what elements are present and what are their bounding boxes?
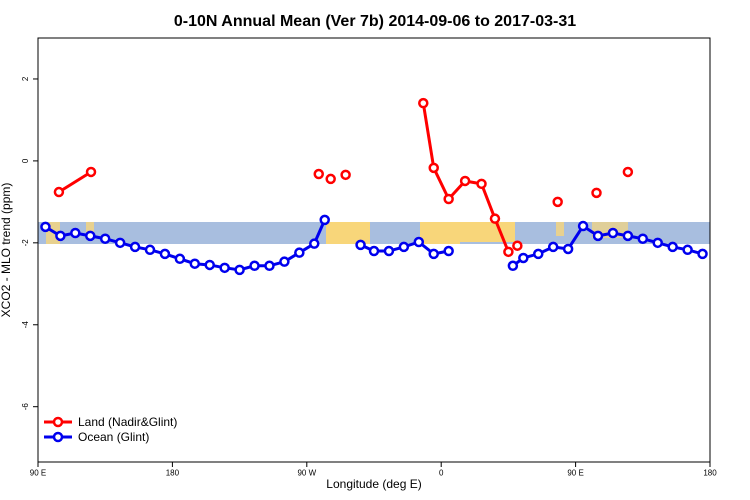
x-tick-label: 0: [439, 469, 444, 478]
chart-title: 0-10N Annual Mean (Ver 7b) 2014-09-06 to…: [174, 13, 576, 30]
y-tick-label: -6: [21, 403, 30, 411]
data-point: [40, 221, 51, 233]
series-line: [58, 170, 92, 194]
data-point: [204, 259, 215, 271]
data-point: [355, 239, 366, 251]
x-tick-label: 180: [703, 469, 717, 478]
legend-label: Ocean (Glint): [78, 430, 149, 444]
y-tick-label: -4: [21, 321, 30, 329]
data-point: [279, 256, 290, 267]
data-point: [682, 244, 693, 256]
legend-marker: [52, 431, 64, 443]
data-point: [383, 245, 395, 257]
land-patch: [326, 222, 370, 244]
land-patch: [556, 222, 564, 236]
data-point: [189, 258, 201, 269]
data-point: [476, 178, 487, 190]
data-point: [219, 262, 230, 274]
data-point: [547, 241, 559, 253]
y-tick-label: 0: [21, 158, 30, 163]
data-point: [249, 260, 260, 272]
data-point: [562, 243, 574, 255]
data-point: [53, 186, 65, 198]
data-point: [592, 230, 604, 242]
data-point: [459, 175, 471, 187]
land-patch: [86, 222, 94, 234]
y-tick-label: 2: [21, 76, 30, 81]
data-point: [428, 162, 439, 174]
data-point: [591, 187, 602, 199]
data-point: [418, 97, 429, 109]
data-point: [340, 169, 351, 181]
plot-frame: [37, 37, 711, 463]
data-point: [264, 260, 275, 272]
data-point: [325, 173, 336, 185]
data-point: [577, 220, 589, 232]
data-point: [443, 245, 454, 257]
data-point: [129, 241, 141, 253]
data-point: [294, 247, 305, 258]
x-tick-label: 180: [166, 469, 180, 478]
data-point: [368, 245, 380, 257]
data-point: [697, 248, 708, 260]
data-point: [622, 166, 634, 178]
data-point: [552, 196, 563, 208]
data-point: [319, 214, 330, 226]
data-point: [174, 253, 186, 265]
data-point: [533, 248, 544, 260]
ocean-band: [38, 222, 710, 244]
y-axis-label: XCO2 - MLO trend (ppm): [0, 183, 13, 318]
land-patch: [460, 222, 515, 242]
data-point: [622, 230, 634, 242]
data-point: [518, 252, 529, 264]
data-point: [114, 237, 126, 249]
data-point: [637, 233, 649, 244]
x-tick-label: 90 E: [567, 469, 583, 478]
data-point: [55, 230, 66, 242]
data-point: [85, 230, 96, 242]
x-axis-label: Longitude (deg E): [326, 477, 421, 491]
x-tick-label: 90 E: [30, 469, 46, 478]
data-point: [313, 168, 324, 180]
data-point: [512, 240, 523, 251]
data-point: [159, 248, 171, 260]
data-point: [413, 236, 425, 248]
data-point: [144, 244, 156, 256]
data-point: [398, 241, 410, 253]
y-tick-label: -2: [21, 239, 30, 247]
x-tick-label: 90 W: [297, 469, 316, 478]
data-point: [503, 246, 514, 258]
data-point: [443, 193, 454, 205]
data-point: [99, 233, 111, 244]
data-point: [489, 213, 501, 224]
legend-label: Land (Nadir&Glint): [78, 415, 177, 429]
data-point: [428, 248, 439, 260]
data-point: [70, 227, 81, 239]
land-patch: [420, 222, 460, 244]
data-point: [507, 260, 519, 272]
legend-marker: [52, 416, 64, 428]
data-point: [309, 238, 320, 249]
data-point: [607, 227, 619, 239]
data-point: [85, 166, 97, 178]
data-point: [652, 237, 663, 249]
data-point: [234, 264, 245, 276]
data-point: [667, 241, 678, 253]
